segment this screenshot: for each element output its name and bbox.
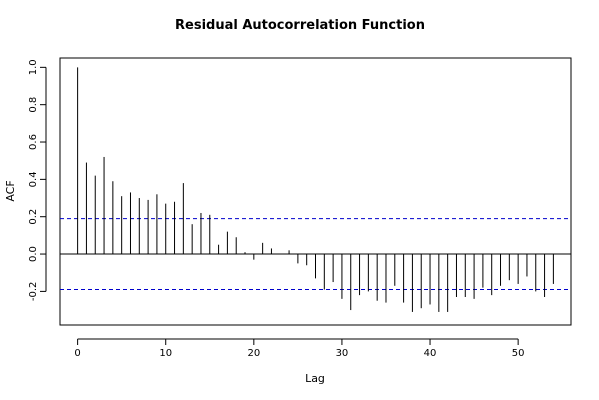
chart-title: Residual Autocorrelation Function xyxy=(175,18,425,33)
y-tick-label: 0.4 xyxy=(28,171,39,187)
y-tick-label: 0.2 xyxy=(28,209,39,225)
y-tick-label: 0.0 xyxy=(28,246,39,262)
x-tick-label: 0 xyxy=(74,348,80,359)
y-tick-label: 0.6 xyxy=(28,134,39,150)
axes: 0 10 20 30 40 50 -0.2 0.0 0.2 0.4 0.6 0.8 1.0 xyxy=(28,59,525,359)
acf-bars xyxy=(60,67,571,312)
y-tick-label: 0.8 xyxy=(28,97,39,113)
y-axis-label: ACF xyxy=(4,180,17,201)
x-tick-label: 40 xyxy=(424,348,437,359)
x-tick-label: 30 xyxy=(336,348,349,359)
plot-area-frame xyxy=(59,57,572,326)
x-tick-label: 20 xyxy=(247,348,260,359)
x-axis-label: Lag xyxy=(305,372,325,385)
x-tick-label: 50 xyxy=(512,348,525,359)
x-tick-label: 10 xyxy=(159,348,172,359)
y-tick-label: -0.2 xyxy=(28,282,39,302)
y-tick-label: 1.0 xyxy=(28,59,39,75)
